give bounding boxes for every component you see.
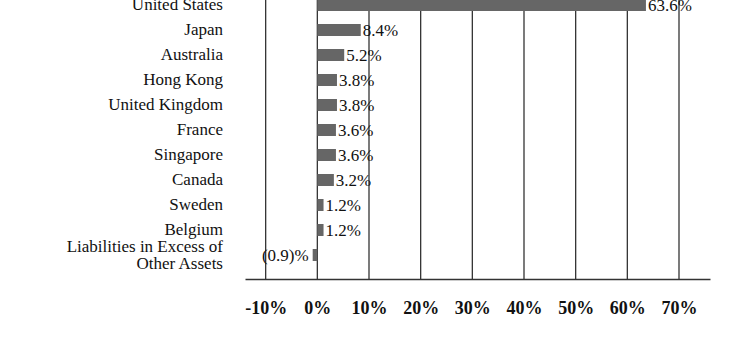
grid-line [575,0,576,279]
category-label: United Kingdom [108,95,223,114]
y-tick: France [177,120,223,139]
x-tick-label: 10% [352,298,388,318]
x-tick: 20% [403,279,439,318]
x-tick: 60% [610,279,646,318]
category-label: United States [132,0,223,14]
category-label-line: Hong Kong [143,70,223,89]
bar [313,249,318,261]
y-tick: Sweden [169,195,223,214]
y-tick: Singapore [154,145,223,164]
grid-line [420,0,421,279]
category-label: Japan [184,20,223,39]
data-label: 3.8% [339,71,374,90]
data-label: 5.2% [346,46,381,65]
category-label: Liabilities in Excess ofOther Assets [67,237,224,273]
data-label: 1.2% [326,221,361,240]
category-label-line: Other Assets [137,254,223,273]
bar [317,174,334,186]
category-label-line: Sweden [169,195,223,214]
y-tick: Liabilities in Excess ofOther Assets [67,237,224,273]
data-label: 63.6% [648,0,692,15]
category-label-line: United Kingdom [108,95,223,114]
bar [317,224,323,236]
x-tick-label: 30% [455,298,491,318]
y-tick: Hong Kong [143,70,223,89]
x-tick: 50% [558,279,594,318]
category-label: France [177,120,223,139]
x-tick-label: 60% [610,298,646,318]
category-label-line: United States [132,0,223,14]
grid [266,0,679,279]
grid-line [472,0,473,279]
x-tick: 40% [507,279,543,318]
x-axis: -10% 0% 10% 20% 30% 40% 50% 60% 70% [245,279,710,318]
grid-line [265,0,266,279]
grid-line [678,0,679,279]
category-label: Hong Kong [143,70,223,89]
bar [317,99,337,111]
y-axis-line [223,0,224,268]
category-label: Canada [172,170,223,189]
data-label: 3.8% [339,96,374,115]
y-tick: United Kingdom [108,95,223,114]
data-label: 1.2% [326,196,361,215]
category-label-line: Australia [161,45,224,64]
data-label: 3.2% [336,171,371,190]
x-tick: 30% [455,279,491,318]
bar [317,0,646,11]
x-tick-label: 50% [558,298,594,318]
bars [313,0,646,261]
category-label-line: Singapore [154,145,223,164]
category-label-line: France [177,120,223,139]
y-tick: Australia [161,45,224,64]
data-label: 3.6% [338,146,373,165]
y-axis: United States Japan Australia Hong Kong Unit… [67,0,224,273]
y-tick: Canada [172,170,223,189]
data-label: (0.9)% [262,246,309,265]
x-tick: 70% [662,279,698,318]
x-tick-label: -10% [245,298,287,318]
chart: -10% 0% 10% 20% 30% 40% 50% 60% 70% United States… [0,0,756,356]
x-tick-label: 0% [304,298,331,318]
x-tick: -10% [245,279,287,318]
category-label: Singapore [154,145,223,164]
x-tick: 0% [304,279,331,318]
x-tick-label: 40% [507,298,543,318]
category-label-line: Japan [184,20,223,39]
x-axis-line [246,279,711,281]
category-label-line: Canada [172,170,223,189]
bar [317,199,323,211]
data-label: 8.4% [363,21,398,40]
data-label: 3.6% [338,121,373,140]
category-label: Sweden [169,195,223,214]
x-tick: 10% [352,279,388,318]
data-labels: 63.6% 8.4% 5.2% 3.8% 3.8% 3.6% 3.6% 3.2% 1.2% 1.2… [262,0,692,265]
bar [317,124,336,136]
bar [317,149,336,161]
bar [317,24,360,36]
grid-line [317,0,318,279]
x-tick-label: 70% [662,298,698,318]
y-tick: United States [132,0,223,14]
y-tick: Japan [184,20,223,39]
category-label: Australia [161,45,224,64]
x-tick-label: 20% [403,298,439,318]
bar [317,49,344,61]
grid-line [523,0,524,279]
bar [317,74,337,86]
grid-line [627,0,628,279]
